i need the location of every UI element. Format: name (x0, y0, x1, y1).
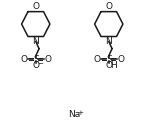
Text: N: N (105, 37, 112, 46)
Text: O: O (105, 2, 112, 11)
Text: O: O (20, 55, 27, 64)
Text: O: O (32, 60, 39, 70)
Text: S: S (106, 55, 112, 64)
Text: +: + (77, 110, 83, 116)
Text: H: H (110, 60, 117, 70)
Text: O: O (93, 55, 100, 64)
Text: −: − (37, 62, 43, 67)
Text: O: O (44, 55, 51, 64)
Text: O: O (32, 2, 39, 11)
Text: N: N (32, 37, 39, 46)
Text: S: S (33, 55, 39, 64)
Text: O: O (105, 60, 112, 70)
Text: O: O (117, 55, 124, 64)
Text: Na: Na (68, 110, 81, 119)
